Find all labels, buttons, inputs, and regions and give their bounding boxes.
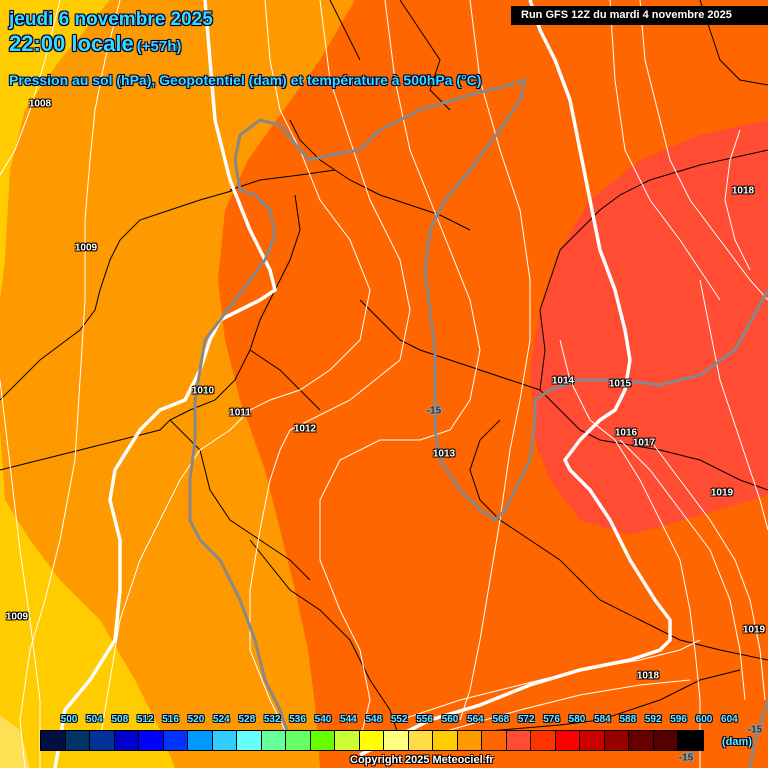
legend-label: 580 bbox=[568, 714, 586, 725]
legend-swatch bbox=[506, 731, 531, 750]
legend-label: 524 bbox=[213, 714, 230, 725]
legend-swatch bbox=[139, 731, 164, 750]
legend-swatch bbox=[555, 731, 580, 750]
isobar-label: 1019 bbox=[710, 487, 734, 499]
legend-swatch bbox=[335, 731, 360, 750]
isobar-label: 1019 bbox=[742, 624, 766, 636]
legend-label: 556 bbox=[416, 714, 433, 725]
temperature-label: -15 bbox=[747, 724, 763, 736]
legend-labels: 500 504 508 512 516 520 524 528 532 536 540 544 548 5… bbox=[40, 714, 740, 726]
legend-label: 604 bbox=[721, 714, 738, 725]
legend-label: 564 bbox=[467, 714, 484, 725]
legend-label: 592 bbox=[644, 714, 662, 725]
legend-label: 528 bbox=[238, 714, 256, 725]
gp-560-area bbox=[0, 0, 175, 768]
legend-label: 536 bbox=[289, 714, 306, 725]
temperature-label: -15 bbox=[678, 752, 694, 764]
copyright: Copyright 2025 Meteociel.fr bbox=[350, 754, 494, 766]
map-description: Pression au sol (hPa), Geopotentiel (dam… bbox=[9, 72, 482, 88]
legend-label: 560 bbox=[441, 714, 459, 725]
legend-label: 584 bbox=[594, 714, 611, 725]
legend-swatch bbox=[90, 731, 115, 750]
legend-label: 600 bbox=[695, 714, 713, 725]
legend-swatch bbox=[114, 731, 139, 750]
legend-swatch bbox=[310, 731, 335, 750]
legend-label: 572 bbox=[517, 714, 535, 725]
legend-label: 588 bbox=[619, 714, 637, 725]
legend-label: 500 bbox=[60, 714, 78, 725]
isobar-label: 1012 bbox=[293, 423, 317, 435]
legend-label: 516 bbox=[162, 714, 179, 725]
legend-label: 596 bbox=[670, 714, 687, 725]
legend-label: 504 bbox=[86, 714, 103, 725]
legend-label: 544 bbox=[340, 714, 357, 725]
legend-label: 552 bbox=[390, 714, 408, 725]
run-info: Run GFS 12Z du mardi 4 novembre 2025 bbox=[511, 6, 768, 25]
legend-unit: (dam) bbox=[722, 736, 752, 748]
legend-label: 548 bbox=[365, 714, 383, 725]
legend-swatch bbox=[286, 731, 311, 750]
legend-swatch bbox=[163, 731, 188, 750]
isobar-label: 1018 bbox=[636, 670, 660, 682]
legend-label: 532 bbox=[263, 714, 281, 725]
isobar-label: 1011 bbox=[229, 407, 251, 419]
legend-swatch bbox=[41, 731, 66, 750]
legend-swatch bbox=[629, 731, 654, 750]
legend-swatch bbox=[433, 731, 458, 750]
legend-label: 520 bbox=[187, 714, 205, 725]
legend-swatch bbox=[359, 731, 384, 750]
gp-556-area bbox=[0, 715, 30, 768]
temperature-500hpa-isotherm bbox=[188, 77, 768, 768]
temperature-label: -15 bbox=[426, 405, 442, 417]
isobar-label: 1014 bbox=[551, 375, 575, 387]
isobar-label: 1010 bbox=[191, 385, 215, 397]
isobar-label: 1018 bbox=[731, 185, 755, 197]
legend-swatch bbox=[237, 731, 262, 750]
isobar-label: 1009 bbox=[74, 242, 98, 254]
legend-label: 540 bbox=[314, 714, 332, 725]
legend-swatch bbox=[188, 731, 213, 750]
legend-swatch bbox=[653, 731, 678, 750]
forecast-time-label: 22:00 locale bbox=[9, 31, 134, 56]
legend-swatch bbox=[482, 731, 507, 750]
legend-swatch bbox=[408, 731, 433, 750]
isobar-label: 1008 bbox=[28, 98, 52, 110]
legend-swatch bbox=[531, 731, 556, 750]
isobar-label: 1016 bbox=[614, 427, 638, 439]
isobar-label: 1015 bbox=[608, 378, 632, 390]
legend-swatch bbox=[65, 731, 90, 750]
legend-swatch bbox=[384, 731, 409, 750]
legend-label: 508 bbox=[111, 714, 129, 725]
legend-swatch bbox=[261, 731, 286, 750]
isobar-label: 1017 bbox=[632, 437, 656, 449]
forecast-time: 22:00 locale (+57h) bbox=[9, 31, 181, 57]
isobar-label: 1013 bbox=[432, 448, 456, 460]
gp-564-area bbox=[0, 0, 355, 768]
legend-swatch bbox=[604, 731, 629, 750]
forecast-date: jeudi 6 novembre 2025 bbox=[9, 9, 213, 30]
legend-label: 576 bbox=[543, 714, 560, 725]
legend-swatch bbox=[212, 731, 237, 750]
geopotential-lines bbox=[53, 0, 672, 768]
legend-swatch bbox=[457, 731, 482, 750]
legend-swatch bbox=[678, 731, 703, 750]
legend-label: 512 bbox=[136, 714, 154, 725]
legend-swatch bbox=[580, 731, 605, 750]
legend-label: 568 bbox=[492, 714, 510, 725]
isobar-label: 1009 bbox=[5, 611, 29, 623]
forecast-step: (+57h) bbox=[136, 38, 182, 55]
legend-color-bar bbox=[40, 730, 704, 751]
